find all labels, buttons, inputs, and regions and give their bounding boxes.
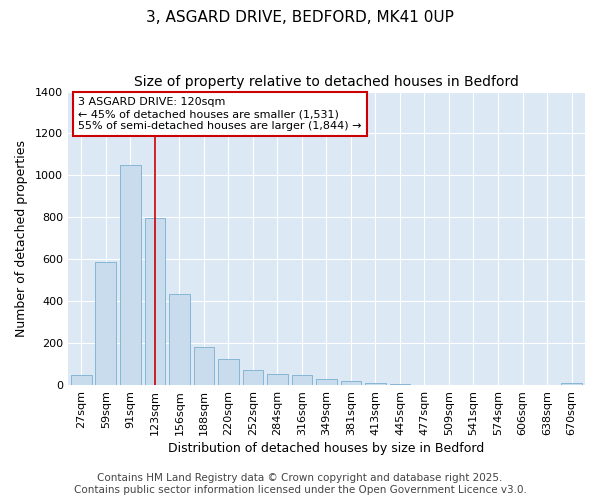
X-axis label: Distribution of detached houses by size in Bedford: Distribution of detached houses by size … xyxy=(169,442,485,455)
Text: 3 ASGARD DRIVE: 120sqm
← 45% of detached houses are smaller (1,531)
55% of semi-: 3 ASGARD DRIVE: 120sqm ← 45% of detached… xyxy=(78,98,362,130)
Bar xyxy=(365,383,386,385)
Bar xyxy=(561,384,582,385)
Text: 3, ASGARD DRIVE, BEDFORD, MK41 0UP: 3, ASGARD DRIVE, BEDFORD, MK41 0UP xyxy=(146,10,454,25)
Bar xyxy=(267,374,288,385)
Bar xyxy=(95,262,116,385)
Bar xyxy=(71,374,92,385)
Title: Size of property relative to detached houses in Bedford: Size of property relative to detached ho… xyxy=(134,75,519,89)
Bar xyxy=(242,370,263,385)
Bar xyxy=(292,374,313,385)
Bar xyxy=(145,218,166,385)
Bar xyxy=(169,294,190,385)
Bar xyxy=(341,382,361,385)
Text: Contains HM Land Registry data © Crown copyright and database right 2025.
Contai: Contains HM Land Registry data © Crown c… xyxy=(74,474,526,495)
Bar xyxy=(389,384,410,385)
Bar xyxy=(194,348,214,385)
Bar xyxy=(316,380,337,385)
Bar xyxy=(218,359,239,385)
Bar xyxy=(120,165,141,385)
Y-axis label: Number of detached properties: Number of detached properties xyxy=(15,140,28,337)
